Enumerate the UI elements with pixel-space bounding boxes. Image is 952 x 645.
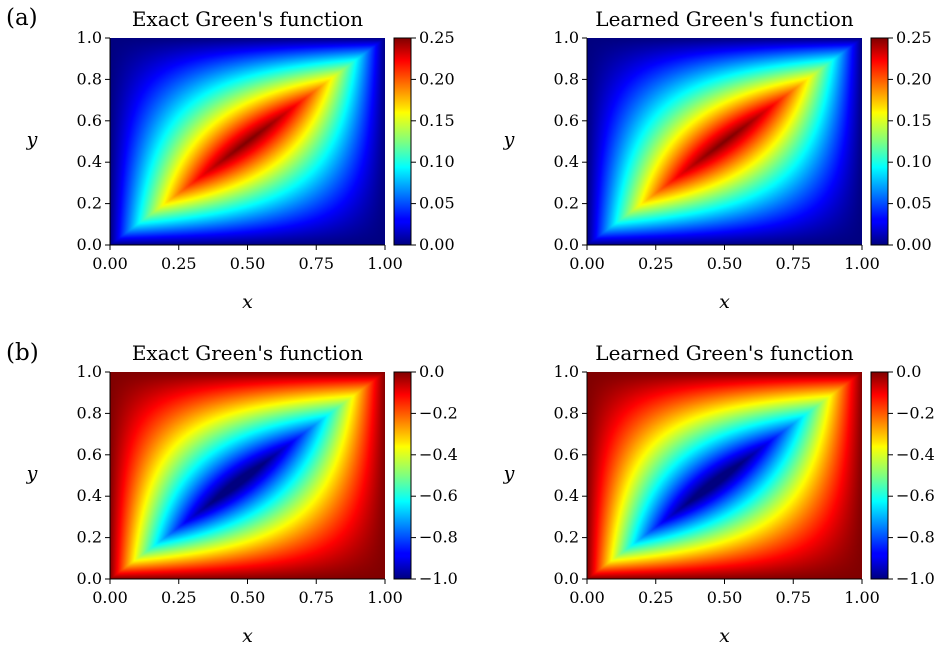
colorbar-tick-label: −0.8 [419, 528, 458, 547]
plot-title: Learned Green's function [595, 7, 854, 31]
colorbar-tick-label: 0.15 [419, 111, 455, 130]
y-tick-label: 0.4 [554, 486, 579, 505]
colorbar-tick-label: −1.0 [419, 569, 458, 588]
y-tick-label: 0.0 [554, 235, 579, 254]
y-tick-label: 0.0 [554, 569, 579, 588]
colorbar-tick-label: −0.6 [896, 486, 935, 505]
y-tick-label: 0.6 [554, 111, 579, 130]
x-tick-label: 1.00 [844, 588, 880, 607]
heatmap-panel-1: Exact Green's function 0.00 0.25 0.50 0.75 1.… [26, 7, 455, 313]
y-tick-label: 0.8 [554, 403, 579, 422]
heatmap-image [587, 38, 862, 245]
x-axis-label: x [242, 625, 253, 645]
colorbar-tick-label: 0.25 [896, 28, 932, 47]
y-tick-label: 0.4 [554, 152, 579, 171]
y-axis-label: y [26, 129, 38, 151]
colorbar-tick-label: −0.2 [896, 403, 935, 422]
x-tick-label: 0.75 [775, 254, 811, 273]
y-tick-label: 1.0 [77, 28, 102, 47]
x-tick-label: 0.50 [230, 588, 266, 607]
x-tick-label: 1.00 [367, 254, 403, 273]
y-axis-label: y [503, 129, 515, 151]
x-tick-label: 0.25 [638, 254, 674, 273]
x-tick-label: 0.00 [569, 588, 605, 607]
colorbar-tick-label: 0.10 [896, 152, 932, 171]
x-tick-label: 1.00 [844, 254, 880, 273]
x-tick-label: 0.50 [707, 254, 743, 273]
panel-label-a: (a) [6, 5, 38, 31]
colorbar-tick-label: 0.0 [896, 362, 921, 381]
x-tick-label: 0.00 [92, 254, 128, 273]
colorbar-tick-label: −0.4 [896, 445, 935, 464]
y-axis-label: y [26, 463, 38, 485]
y-tick-label: 0.6 [554, 445, 579, 464]
colorbar [870, 371, 889, 580]
panel-label-b: (b) [6, 340, 39, 366]
x-tick-label: 1.00 [367, 588, 403, 607]
heatmap-image [110, 372, 385, 579]
x-tick-label: 0.25 [638, 588, 674, 607]
x-tick-label: 0.75 [775, 588, 811, 607]
colorbar-tick-label: 0.10 [419, 152, 455, 171]
y-tick-label: 0.0 [77, 235, 102, 254]
y-tick-label: 0.6 [77, 445, 102, 464]
colorbar-tick-label: −0.6 [419, 486, 458, 505]
y-tick-label: 1.0 [77, 362, 102, 381]
x-tick-label: 0.00 [92, 588, 128, 607]
colorbar-tick-label: −1.0 [896, 569, 935, 588]
heatmap-panel-4: Learned Green's function 0.00 0.25 0.50 0.75… [503, 341, 935, 645]
x-axis-label: x [242, 291, 253, 313]
y-tick-label: 1.0 [554, 28, 579, 47]
colorbar-tick-label: 0.15 [896, 111, 932, 130]
x-tick-label: 0.75 [298, 254, 334, 273]
x-tick-label: 0.75 [298, 588, 334, 607]
y-tick-label: 1.0 [554, 362, 579, 381]
heatmap-image [110, 38, 385, 245]
colorbar [870, 37, 889, 246]
y-tick-label: 0.8 [554, 69, 579, 88]
colorbar-tick-label: 0.00 [896, 235, 932, 254]
y-tick-label: 0.4 [77, 152, 102, 171]
x-tick-label: 0.25 [161, 588, 197, 607]
y-tick-label: 0.4 [77, 486, 102, 505]
colorbar-tick-label: −0.4 [419, 445, 458, 464]
y-axis-label: y [503, 463, 515, 485]
heatmap-panel-2: Learned Green's function 0.00 0.25 0.50 0.75… [503, 7, 932, 313]
colorbar-tick-label: −0.2 [419, 403, 458, 422]
colorbar [393, 37, 412, 246]
y-tick-label: 0.2 [554, 194, 579, 213]
colorbar-tick-label: 0.00 [419, 235, 455, 254]
y-tick-label: 0.2 [554, 528, 579, 547]
colorbar-tick-label: 0.0 [419, 362, 444, 381]
y-tick-label: 0.8 [77, 403, 102, 422]
y-tick-label: 0.0 [77, 569, 102, 588]
x-axis-label: x [719, 291, 730, 313]
y-tick-label: 0.2 [77, 194, 102, 213]
x-tick-label: 0.25 [161, 254, 197, 273]
plot-title: Exact Green's function [132, 7, 363, 31]
x-tick-label: 0.00 [569, 254, 605, 273]
colorbar-tick-label: 0.05 [896, 194, 932, 213]
y-tick-label: 0.6 [77, 111, 102, 130]
plot-title: Learned Green's function [595, 341, 854, 365]
colorbar-tick-label: 0.25 [419, 28, 455, 47]
colorbar [393, 371, 412, 580]
colorbar-tick-label: 0.20 [419, 69, 455, 88]
colorbar-tick-label: 0.20 [896, 69, 932, 88]
colorbar-tick-label: −0.8 [896, 528, 935, 547]
plot-title: Exact Green's function [132, 341, 363, 365]
y-tick-label: 0.8 [77, 69, 102, 88]
x-axis-label: x [719, 625, 730, 645]
x-tick-label: 0.50 [707, 588, 743, 607]
heatmap-image [587, 372, 862, 579]
heatmap-panel-3: Exact Green's function 0.00 0.25 0.50 0.75 1.… [26, 341, 458, 645]
plots-container: Exact Green's function 0.00 0.25 0.50 0.75 1.… [26, 7, 935, 645]
x-tick-label: 0.50 [230, 254, 266, 273]
colorbar-tick-label: 0.05 [419, 194, 455, 213]
y-tick-label: 0.2 [77, 528, 102, 547]
